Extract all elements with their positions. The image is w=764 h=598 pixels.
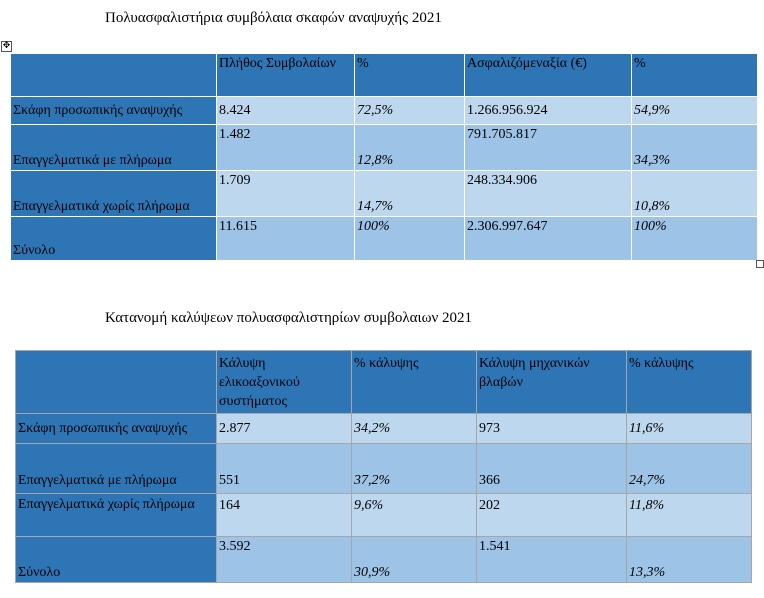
cell-pct-value: 54,9% xyxy=(631,96,758,125)
cell-shaft: 2.877 xyxy=(216,413,352,444)
row-label: Επαγγελματικά με πλήρωμα xyxy=(15,443,217,494)
header-shaft-pct: % κάλυψης xyxy=(351,350,477,414)
cell-pct: 14,7% xyxy=(354,170,465,217)
header-mech-pct: % κάλυψης xyxy=(626,350,752,414)
row-label: Σκάφη προσωπικής αναψυχής xyxy=(15,413,217,444)
coverage-table: Κάλυψη ελικοαξονικού συστήματος % κάλυψη… xyxy=(15,350,752,583)
table-row: Επαγγελματικά με πλήρωμα 551 37,2% 366 2… xyxy=(15,443,752,494)
row-label: Σκάφη προσωπικής αναψυχής xyxy=(10,96,217,125)
table-row: Σκάφη προσωπικής αναψυχής 8.424 72,5% 1.… xyxy=(10,96,758,125)
cell-value: 248.334.906 xyxy=(464,170,632,217)
cell-mech: 1.541 xyxy=(476,536,627,583)
cell-pct: 72,5% xyxy=(354,96,465,125)
cell-shaft: 164 xyxy=(216,493,352,537)
cell-mech: 973 xyxy=(476,413,627,444)
table2-title: Κατανομή καλύψεων πολυασφαλιστηρίων συμβ… xyxy=(105,310,472,326)
cell-value: 1.266.956.924 xyxy=(464,96,632,125)
cell-pct-value: 34,3% xyxy=(631,124,758,171)
header-value: Ασφαλιζόμεναξία (€) xyxy=(464,53,632,97)
cell-count: 11.615 xyxy=(216,216,355,261)
cell-count: 1.709 xyxy=(216,170,355,217)
cell-count: 1.482 xyxy=(216,124,355,171)
header-empty xyxy=(10,53,217,97)
cell-mech: 366 xyxy=(476,443,627,494)
cell-value: 2.306.997.647 xyxy=(464,216,632,261)
cell-mech-pct: 13,3% xyxy=(626,536,752,583)
table-row: Σκάφη προσωπικής αναψυχής 2.877 34,2% 97… xyxy=(15,413,752,444)
cell-shaft-pct: 37,2% xyxy=(351,443,477,494)
cell-shaft: 3.592 xyxy=(216,536,352,583)
header-shaft-coverage: Κάλυψη ελικοαξονικού συστήματος xyxy=(216,350,352,414)
cell-shaft-pct: 9,6% xyxy=(351,493,477,537)
header-empty xyxy=(15,350,217,414)
cell-pct: 100% xyxy=(354,216,465,261)
row-label: Επαγγελματικά χωρίς πλήρωμα xyxy=(10,170,217,217)
insurance-table: Πλήθος Συμβολαίων % Ασφαλιζόμεναξία (€) … xyxy=(10,53,758,261)
row-label: Επαγγελματικά χωρίς πλήρωμα xyxy=(15,493,217,537)
cell-count: 8.424 xyxy=(216,96,355,125)
row-label: Σύνολο xyxy=(10,216,217,261)
row-label: Σύνολο xyxy=(15,536,217,583)
header-count: Πλήθος Συμβολαίων xyxy=(216,53,355,97)
cell-shaft-pct: 30,9% xyxy=(351,536,477,583)
cell-value: 791.705.817 xyxy=(464,124,632,171)
cell-mech-pct: 24,7% xyxy=(626,443,752,494)
table-row: Επαγγελματικά χωρίς πλήρωμα 164 9,6% 202… xyxy=(15,493,752,537)
resize-handle-icon[interactable] xyxy=(756,260,764,268)
table-row: Επαγγελματικά χωρίς πλήρωμα 1.709 14,7% … xyxy=(10,170,758,217)
header-pct-value: % xyxy=(631,53,758,97)
cell-pct-value: 10,8% xyxy=(631,170,758,217)
cell-mech: 202 xyxy=(476,493,627,537)
table1-title: Πολυασφαλιστήρια συμβόλαια σκαφών αναψυχ… xyxy=(105,10,442,26)
header-mech-coverage: Κάλυψη μηχανικών βλαβών xyxy=(476,350,627,414)
table-row: Επαγγελματικά με πλήρωμα 1.482 12,8% 791… xyxy=(10,124,758,171)
cell-shaft: 551 xyxy=(216,443,352,494)
row-label: Επαγγελματικά με πλήρωμα xyxy=(10,124,217,171)
cell-mech-pct: 11,8% xyxy=(626,493,752,537)
header-pct: % xyxy=(354,53,465,97)
move-handle-icon[interactable]: ✥ xyxy=(1,41,12,52)
cell-mech-pct: 11,6% xyxy=(626,413,752,444)
table-row: Σύνολο 3.592 30,9% 1.541 13,3% xyxy=(15,536,752,583)
cell-pct: 12,8% xyxy=(354,124,465,171)
table-row: Σύνολο 11.615 100% 2.306.997.647 100% xyxy=(10,216,758,261)
cell-pct-value: 100% xyxy=(631,216,758,261)
cell-shaft-pct: 34,2% xyxy=(351,413,477,444)
